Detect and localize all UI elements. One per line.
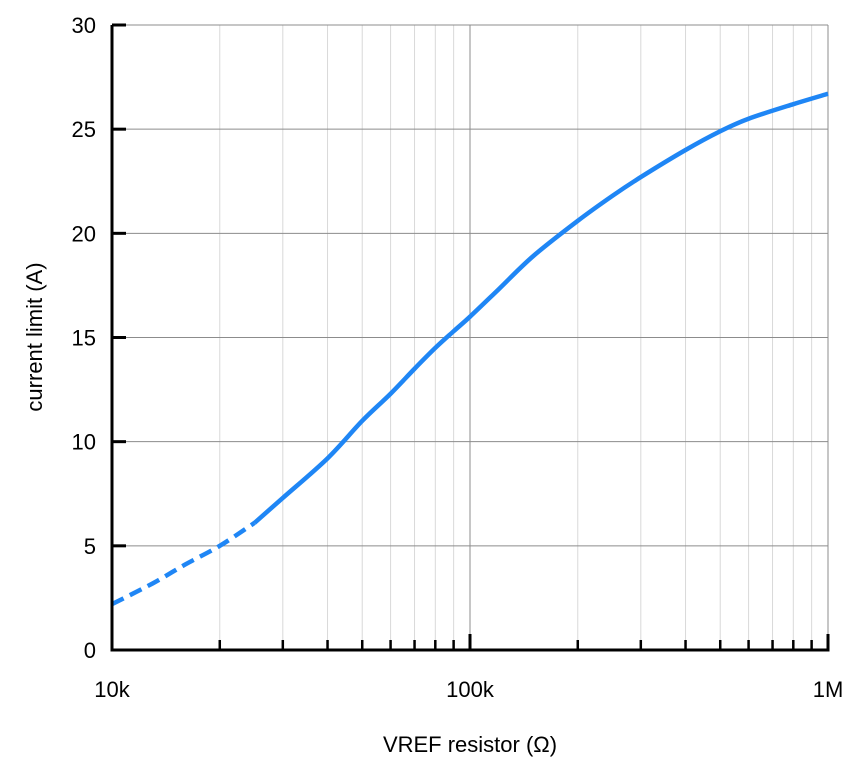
- y-tick-label: 5: [84, 534, 96, 559]
- y-tick-label: 30: [72, 13, 96, 38]
- series-line-solid: [252, 91, 829, 525]
- y-tick-label: 10: [72, 430, 96, 455]
- series-layer: [110, 91, 829, 607]
- y-tick-label: 15: [72, 326, 96, 351]
- x-axis-label: VREF resistor (Ω): [383, 732, 557, 757]
- axes-layer: [110, 23, 830, 652]
- y-tick-label: 0: [84, 638, 96, 663]
- major-gridlines: [112, 24, 829, 650]
- series-line-dashed: [110, 521, 256, 607]
- tick-labels: 10k 100k 1M 0 5 10 15 20 25 30: [72, 13, 844, 702]
- x-tick-label: 1M: [813, 677, 844, 702]
- x-tick-label: 10k: [94, 677, 130, 702]
- y-axis-label: current limit (A): [22, 262, 47, 411]
- x-tick-label: 100k: [446, 677, 495, 702]
- y-tick-label: 25: [72, 117, 96, 142]
- y-tick-label: 20: [72, 221, 96, 246]
